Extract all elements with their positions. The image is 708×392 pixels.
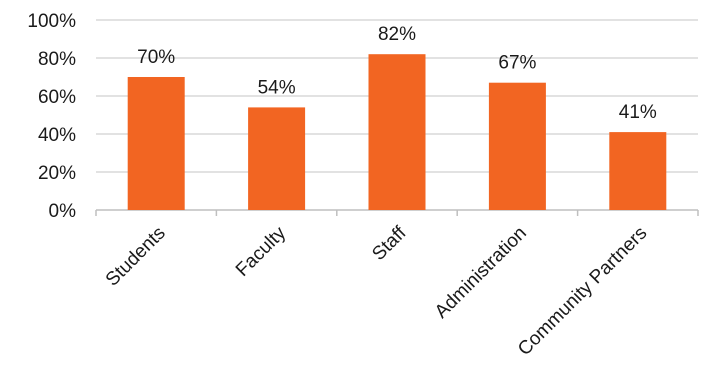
y-tick-label: 0%	[49, 201, 77, 222]
y-tick-label: 100%	[27, 11, 76, 32]
y-tick-label: 40%	[38, 125, 76, 146]
bar-faculty	[248, 107, 306, 210]
y-tick-label: 20%	[38, 163, 76, 184]
category-label: Community Partners	[514, 223, 651, 360]
bar-community-partners	[609, 132, 667, 210]
category-label: Staff	[368, 222, 411, 265]
y-tick-label: 60%	[38, 87, 76, 108]
bar-students	[127, 77, 185, 210]
x-axis-category-labels: Students Faculty Staff AdministrationCommun…	[102, 222, 651, 360]
category-label: Faculty	[232, 222, 291, 281]
axes	[95, 209, 699, 216]
y-axis-tick-labels: 0% 20% 40% 60% 80% 100%	[27, 11, 76, 222]
data-label: 67%	[498, 53, 536, 74]
data-label: 82%	[378, 24, 416, 45]
data-labels: 70% 54% 82% 67% 41%	[137, 24, 657, 123]
bar-administration	[488, 82, 546, 210]
category-label: Students	[102, 223, 170, 291]
bar-staff	[368, 54, 426, 211]
data-label: 54%	[258, 77, 296, 98]
data-label: 70%	[137, 47, 175, 68]
data-label: 41%	[619, 102, 657, 123]
category-label: Administration	[431, 223, 531, 323]
bars	[127, 54, 667, 211]
y-tick-label: 80%	[38, 49, 76, 70]
